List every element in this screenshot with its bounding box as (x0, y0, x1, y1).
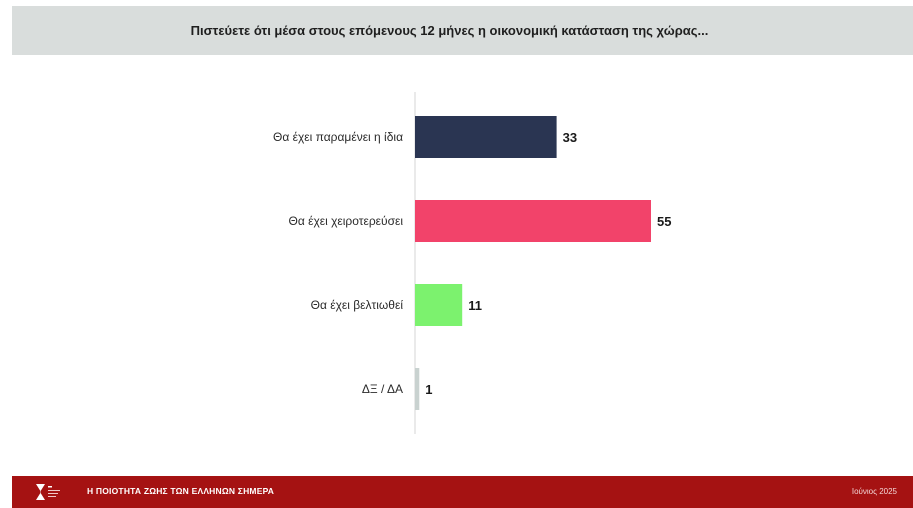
data-label: 11 (468, 298, 482, 313)
category-label: Θα έχει βελτιωθεί (311, 298, 404, 312)
footer-title: Η ΠΟΙΟΤΗΤΑ ΖΩΗΣ ΤΩΝ ΕΛΛΗΝΩΝ ΣΗΜΕΡΑ (87, 486, 275, 496)
category-label: Θα έχει χειροτερεύσει (289, 214, 404, 228)
bars-layer: Θα έχει παραμένει η ίδια 33 Θα έχει χειροτ… (273, 92, 671, 434)
bar-1 (415, 200, 651, 242)
category-label: ΔΞ / ΔΑ (362, 382, 403, 396)
data-label: 33 (563, 130, 577, 145)
bar-3 (415, 368, 420, 410)
brand-logo-icon (36, 484, 60, 500)
footer-bar: Η ΠΟΙΟΤΗΤΑ ΖΩΗΣ ΤΩΝ ΕΛΛΗΝΩΝ ΣΗΜΕΡΑ Ιούνι… (12, 476, 913, 508)
data-label: 55 (657, 214, 671, 229)
footer-date: Ιούνιος 2025 (851, 487, 897, 496)
chart-question-title: Πιστεύετε ότι μέσα στους επόμενους 12 μή… (190, 23, 709, 38)
category-label: Θα έχει παραμένει η ίδια (273, 130, 403, 144)
bar-2 (415, 284, 463, 326)
bar-0 (415, 116, 557, 158)
chart-header: Πιστεύετε ότι μέσα στους επόμενους 12 μή… (12, 6, 913, 55)
data-label: 1 (425, 382, 432, 397)
